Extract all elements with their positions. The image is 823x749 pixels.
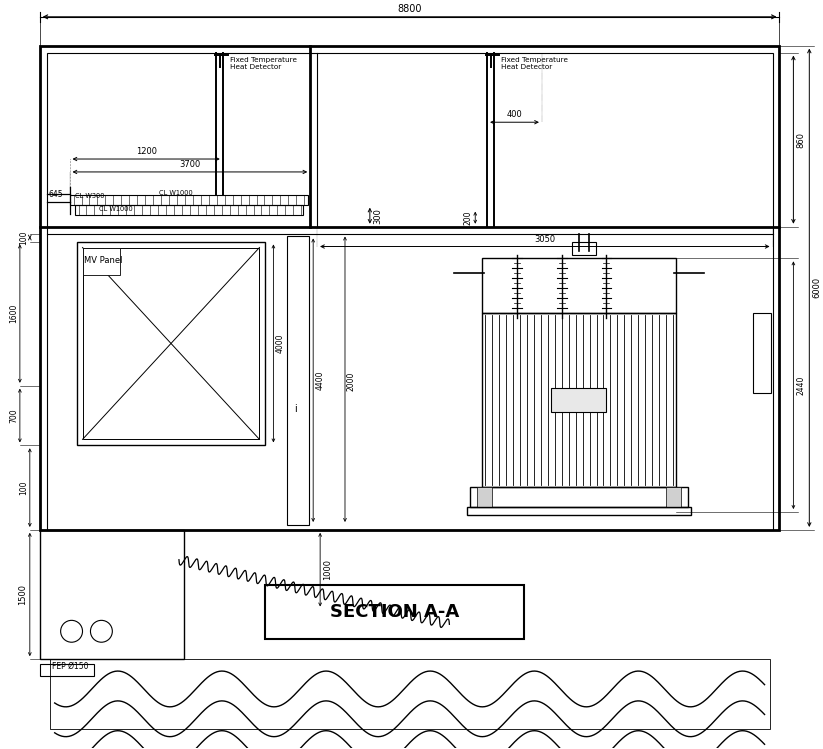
Text: 645: 645 bbox=[49, 190, 63, 199]
Bar bbox=[572, 241, 596, 255]
Bar bbox=[70, 195, 308, 204]
Text: MV Panel: MV Panel bbox=[85, 256, 123, 265]
Bar bbox=[666, 487, 681, 507]
Text: FEP Ø150: FEP Ø150 bbox=[52, 662, 88, 671]
Bar bbox=[752, 313, 770, 392]
Text: Fixed Temperature
Heat Detector: Fixed Temperature Heat Detector bbox=[230, 57, 296, 70]
Bar bbox=[482, 258, 676, 313]
Text: 1000: 1000 bbox=[323, 560, 332, 580]
Bar bbox=[287, 236, 309, 525]
Text: CL W300: CL W300 bbox=[75, 192, 104, 198]
Bar bbox=[551, 388, 607, 411]
Text: 6000: 6000 bbox=[812, 277, 821, 298]
Text: 2440: 2440 bbox=[797, 375, 806, 395]
Text: 300: 300 bbox=[373, 207, 382, 224]
Text: 100: 100 bbox=[19, 480, 28, 495]
Text: CL W1000: CL W1000 bbox=[100, 206, 133, 212]
Bar bbox=[467, 507, 691, 515]
Bar bbox=[470, 487, 688, 507]
Bar bbox=[482, 313, 676, 487]
Text: 700: 700 bbox=[9, 408, 18, 423]
Text: 2000: 2000 bbox=[347, 372, 356, 392]
Text: Fixed Temperature
Heat Detector: Fixed Temperature Heat Detector bbox=[501, 57, 568, 70]
Bar bbox=[82, 247, 259, 440]
Bar bbox=[77, 241, 266, 446]
Bar bbox=[40, 530, 184, 659]
Text: 8800: 8800 bbox=[398, 4, 422, 13]
Bar bbox=[40, 46, 779, 530]
Text: 1500: 1500 bbox=[18, 584, 27, 605]
Bar bbox=[47, 52, 773, 530]
Text: 200: 200 bbox=[463, 210, 472, 225]
Text: 400: 400 bbox=[507, 110, 523, 119]
Bar bbox=[266, 584, 524, 639]
Text: 1600: 1600 bbox=[9, 304, 18, 324]
Text: 1200: 1200 bbox=[136, 147, 156, 156]
Text: SECTION A-A: SECTION A-A bbox=[330, 603, 459, 621]
Text: CL W1000: CL W1000 bbox=[159, 189, 193, 195]
Text: 3050: 3050 bbox=[534, 234, 556, 243]
Bar bbox=[49, 659, 770, 729]
Text: 4000: 4000 bbox=[276, 334, 285, 354]
Text: i: i bbox=[294, 404, 296, 414]
Bar bbox=[40, 664, 95, 676]
Text: 3700: 3700 bbox=[179, 160, 201, 169]
Text: 860: 860 bbox=[797, 132, 806, 148]
Bar bbox=[82, 247, 120, 276]
Text: 100: 100 bbox=[19, 230, 28, 245]
Text: 4400: 4400 bbox=[315, 371, 324, 390]
Bar bbox=[477, 487, 492, 507]
Bar bbox=[75, 204, 303, 215]
